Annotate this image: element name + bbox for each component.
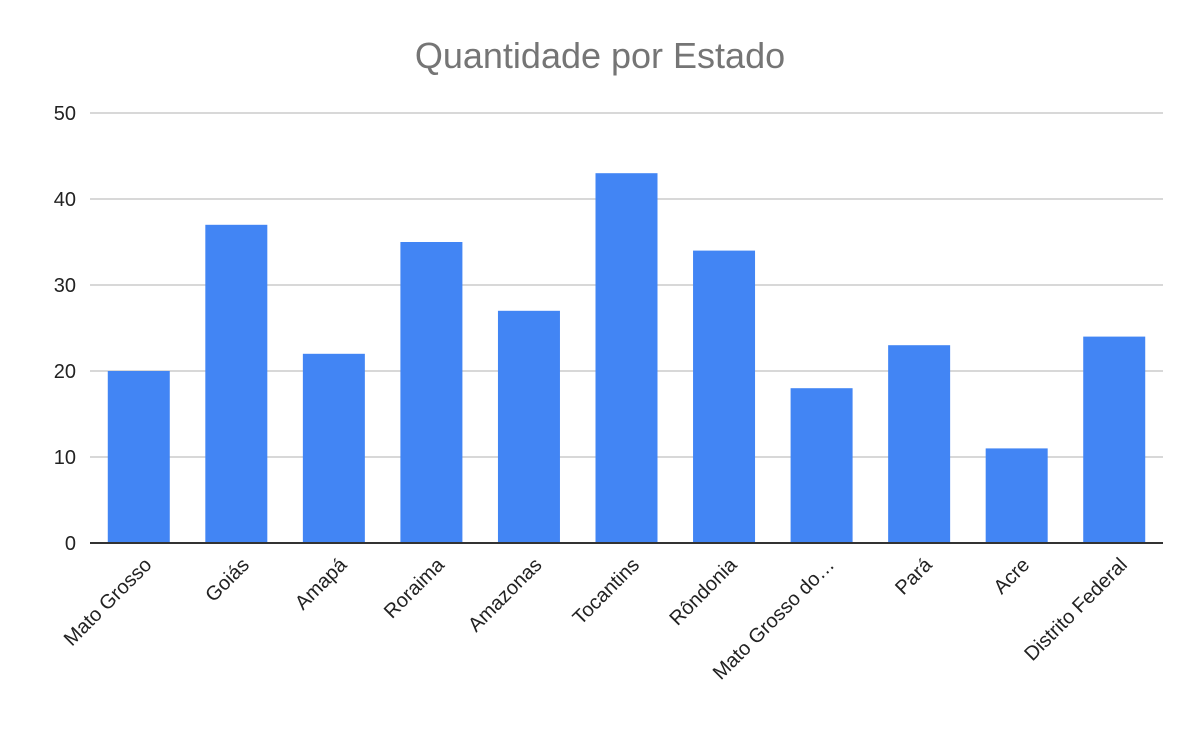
bar bbox=[985, 448, 1048, 543]
x-tick-label: Pará bbox=[891, 553, 937, 599]
x-tick-label: Tocantins bbox=[569, 554, 644, 629]
chart-title: Quantidade por Estado bbox=[415, 35, 785, 76]
x-axis-ticks: Mato Grosso Goiás Amapá Roraima Amazonas Toca… bbox=[60, 553, 1132, 684]
x-tick-label: Distrito Federal bbox=[1020, 554, 1131, 665]
bar bbox=[497, 310, 560, 543]
y-tick-label: 10 bbox=[54, 447, 76, 469]
x-tick-label: Goiás bbox=[201, 554, 254, 607]
bar bbox=[400, 242, 463, 543]
bar bbox=[302, 353, 365, 543]
bar bbox=[790, 388, 853, 543]
bar bbox=[693, 250, 756, 543]
bar bbox=[107, 371, 170, 543]
x-tick-label: Amazonas bbox=[464, 554, 546, 636]
x-tick-label: Amapá bbox=[291, 553, 352, 614]
y-tick-label: 20 bbox=[54, 361, 76, 383]
y-tick-label: 50 bbox=[54, 103, 76, 125]
y-tick-label: 0 bbox=[65, 533, 76, 555]
x-tick-label: Acre bbox=[990, 554, 1035, 599]
x-tick-label: Rôndonia bbox=[665, 553, 742, 630]
y-axis-ticks: 0 10 20 30 40 50 bbox=[54, 103, 76, 555]
bars bbox=[107, 173, 1146, 544]
y-tick-label: 30 bbox=[54, 275, 76, 297]
x-tick-label: Roraima bbox=[380, 553, 450, 623]
bar bbox=[205, 224, 268, 544]
x-tick-label: Mato Grosso bbox=[60, 554, 157, 651]
bar bbox=[888, 345, 951, 543]
bar bbox=[1083, 336, 1146, 543]
y-tick-label: 40 bbox=[54, 189, 76, 211]
bar bbox=[595, 173, 658, 543]
